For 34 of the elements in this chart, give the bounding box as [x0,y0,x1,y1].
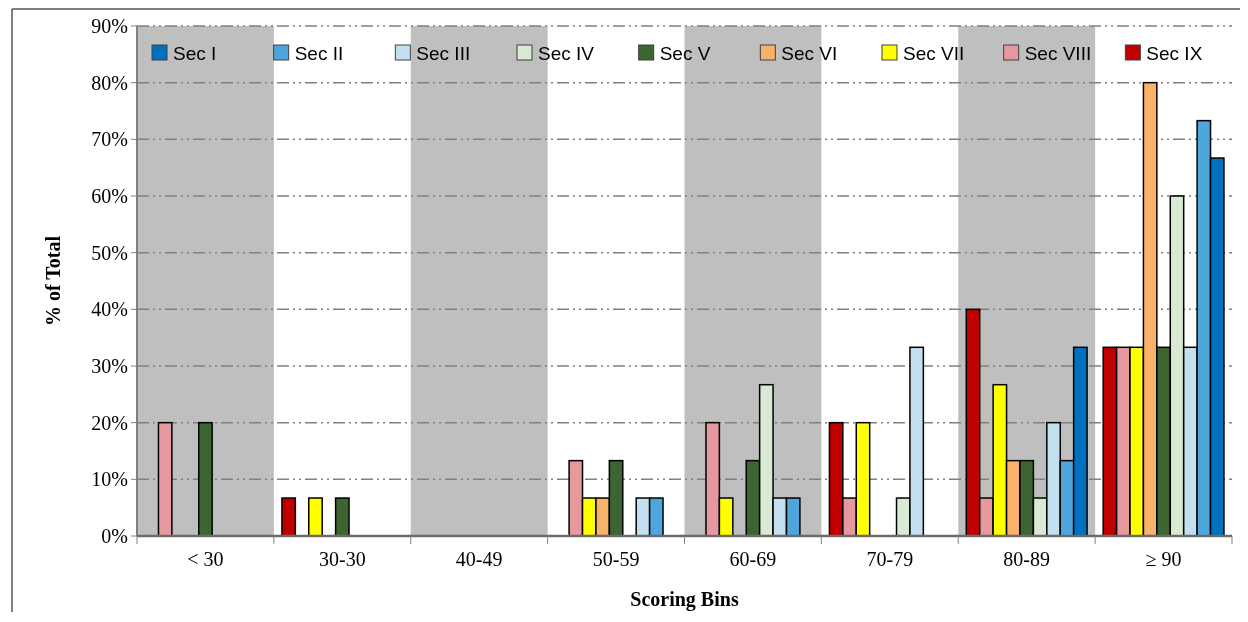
bar [281,497,297,537]
y-tick-label: 20% [91,411,128,434]
x-tick-label: 50-59 [592,548,640,570]
x-tick-label: < 30 [187,548,224,570]
x-tick-label: 30-30 [318,548,366,570]
legend-label: Sec VI [781,42,838,64]
legend-label: Sec VII [903,42,965,64]
legend-label: Sec V [659,42,711,64]
x-tick-label: 80-89 [1003,548,1051,570]
bar [197,421,213,537]
bar [157,421,173,537]
y-tick-label: 10% [91,468,128,491]
y-tick-label: 60% [91,185,128,207]
legend-label: Sec II [294,42,344,64]
y-tick-label: 40% [91,298,128,321]
x-tick-label: 70-79 [866,548,914,570]
x-tick-label: 40-49 [455,548,503,570]
bar [308,497,323,537]
legend-label: Sec III [416,42,471,64]
y-tick-label: 80% [91,71,128,94]
y-tick-label: 50% [91,241,128,264]
y-tick-label: 90% [91,15,128,37]
legend-label: Sec IX [1146,42,1203,64]
legend-label: Sec VIII [1024,42,1092,64]
legend-label: Sec I [173,42,217,64]
y-tick-label: 70% [91,128,128,151]
y-tick-label: 0% [101,525,128,547]
x-tick-label: ≥ 90 [1145,548,1182,570]
y-axis-title: % of Total [42,235,64,327]
x-tick-label: 60-69 [729,548,777,570]
x-axis-title: Scoring Bins [630,588,739,611]
legend-label: Sec IV [538,42,595,64]
y-tick-label: 30% [91,355,128,377]
bar [334,497,350,537]
